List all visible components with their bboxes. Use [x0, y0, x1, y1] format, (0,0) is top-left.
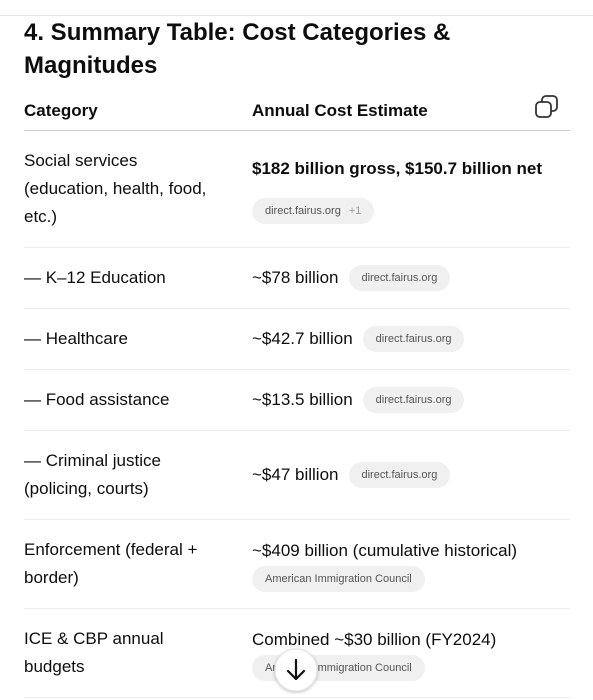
estimate-text: ~$47 billion	[252, 465, 339, 484]
estimate-cell: ~$78 billion direct.fairus.org	[252, 264, 570, 292]
source-label: direct.fairus.org	[375, 333, 452, 345]
estimate-cell: $182 billion gross, $150.7 billion net di…	[252, 147, 570, 231]
table-row: — K–12 Education ~$78 billion direct.fairu…	[24, 248, 570, 309]
estimate-text: ~$13.5 billion	[252, 390, 353, 409]
source-label: American Immigration Council	[265, 572, 412, 585]
scroll-down-button[interactable]	[272, 646, 320, 694]
category-cell: — K–12 Education	[24, 268, 166, 287]
category-cell: Social services (education, health, food…	[24, 151, 207, 226]
table-header: Category Annual Cost Estimate	[24, 92, 570, 131]
estimate-cell: ~$13.5 billion direct.fairus.org	[252, 386, 570, 414]
source-label: direct.fairus.org	[361, 469, 438, 481]
category-cell: Enforcement (federal + border)	[24, 540, 198, 587]
heading: 4. Summary Table: Cost Categories & Magn…	[24, 19, 451, 79]
estimate-cell: ~$47 billion direct.fairus.org	[252, 447, 570, 503]
table-row: Social services (education, health, food…	[24, 131, 570, 248]
source-chip[interactable]: direct.fairus.org	[348, 265, 451, 291]
estimate-cell: ~$42.7 billion direct.fairus.org	[252, 325, 570, 353]
source-chip[interactable]: American Immigration Council	[252, 565, 425, 592]
source-chip[interactable]: direct.fairus.org +1	[252, 197, 375, 224]
category-cell: ICE & CBP annual budgets	[24, 629, 164, 676]
estimate-text: Combined ~$30 billion (FY2024)	[252, 629, 497, 649]
category-cell: — Food assistance	[24, 390, 170, 409]
category-cell: — Criminal justice (policing, courts)	[24, 451, 161, 498]
source-chip[interactable]: direct.fairus.org	[362, 326, 465, 352]
table: Category Annual Cost Estimate Social ser…	[24, 92, 570, 698]
source-label: direct.fairus.org	[361, 272, 438, 284]
divider	[0, 15, 593, 16]
source-count: +1	[348, 204, 362, 217]
table-row: — Food assistance ~$13.5 billion direct.fa…	[24, 370, 570, 431]
header-cell: Annual Cost Estimate	[252, 101, 428, 120]
estimate-text: ~$42.7 billion	[252, 329, 353, 348]
estimate-text: ~$78 billion	[252, 268, 339, 287]
table-row: — Healthcare ~$42.7 billion direct.fairus.…	[24, 309, 570, 370]
estimate-text: $182 billion gross, $150.7 billion net	[252, 158, 543, 178]
table-body: Social services (education, health, food…	[24, 131, 570, 698]
source-label: direct.fairus.org	[375, 394, 452, 406]
table-row: Enforcement (federal + border) ~$409 bill…	[24, 520, 570, 609]
copy-button[interactable]	[534, 94, 560, 120]
source-label: direct.fairus.org	[265, 204, 341, 217]
source-chip[interactable]: direct.fairus.org	[348, 462, 451, 488]
category-cell: — Healthcare	[24, 329, 128, 348]
header-cell: Category	[24, 101, 98, 120]
estimate-text: ~$409 billion (cumulative historical)	[252, 540, 518, 560]
source-chip[interactable]: direct.fairus.org	[362, 387, 465, 413]
table-row: — Criminal justice (policing, courts) ~$4…	[24, 431, 570, 520]
estimate-cell: ~$409 billion (cumulative historical) Ame…	[252, 536, 570, 592]
